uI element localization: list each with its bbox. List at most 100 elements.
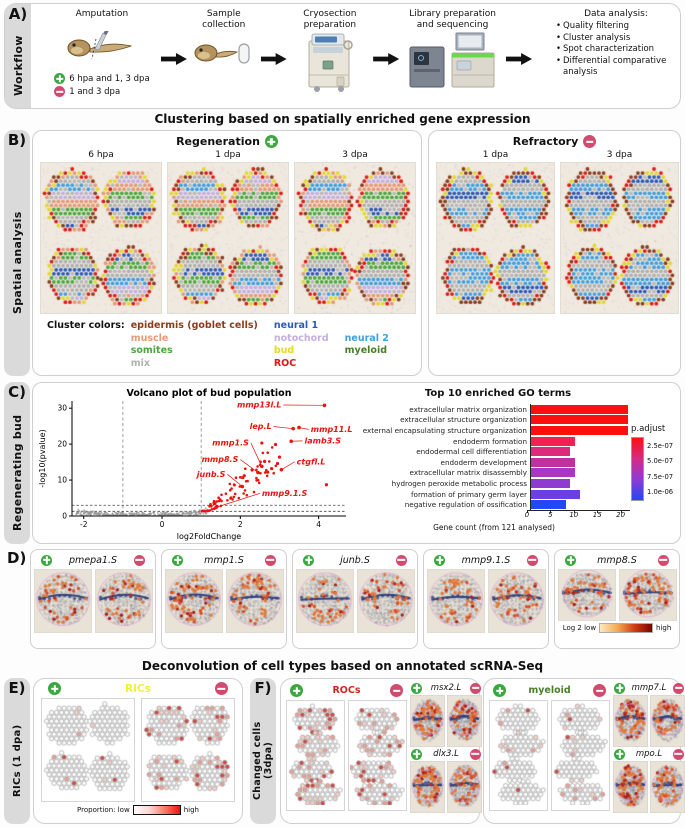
panel-b-letter: B)	[7, 131, 27, 149]
gene-block-dlx3: dlx3.L	[410, 747, 482, 813]
gene-name: mpo.L	[635, 749, 663, 759]
minus-icon	[133, 554, 145, 566]
panel-d-letter: D)	[7, 549, 27, 567]
cluster-legend-item: notochord	[273, 332, 329, 344]
plus-icon	[434, 554, 445, 566]
myeloid-header: myeloid	[489, 681, 610, 700]
panel-e-letter: E)	[8, 679, 26, 697]
go-term-row: endodermal cell differentiation	[357, 446, 631, 457]
go-chart-title: Top 10 enriched GO terms	[424, 388, 572, 399]
tissue-image-minus	[447, 695, 482, 747]
minus-icon	[214, 682, 228, 695]
panel-a-workflow: A) Workflow Amputation 6 hpa	[4, 3, 681, 109]
data-analysis-bullet-list: Quality filtering Cluster analysis Spot …	[556, 21, 676, 79]
cluster-legend-item: mix	[130, 357, 150, 369]
plus-icon	[54, 73, 66, 84]
panel-f-side-label: Changed cells (3dpa)	[252, 721, 274, 800]
go-term-row: extracellular structure organization	[357, 414, 631, 426]
go-terms-chart: Top 10 enriched GO terms extracellular ma…	[357, 388, 679, 540]
gene-card-pmepa1: pmepa1.S	[30, 549, 156, 649]
gene-name: junb.S	[340, 554, 370, 566]
section-title-deconvolution: Deconvolution of cell types based on ann…	[141, 659, 544, 673]
svg-text:-log10(pvalue): -log10(pvalue)	[38, 429, 47, 487]
arrow-right-icon	[160, 53, 187, 65]
gene-name: mmp9.1.S	[461, 554, 511, 566]
panel-c-bud-analysis: mmp13l.L lep.L mmp11.L lamb3.S mmp1.S mmp8.S j…	[32, 382, 681, 544]
plus-icon	[411, 682, 422, 694]
minus-icon	[395, 554, 407, 566]
svg-text:mmp11.L: mmp11.L	[311, 425, 353, 434]
plus-icon	[411, 748, 422, 760]
spatial-column-1dpa: 1 dpa	[167, 150, 289, 314]
gene-name: mmp8.S	[597, 554, 637, 566]
arrow-right-icon	[260, 53, 287, 65]
gene-block-header: msx2.L	[410, 681, 482, 695]
legend-regeneration-timepoints: 6 hpa and 1, 3 dpa	[54, 73, 150, 84]
svg-text:mmp13l.L: mmp13l.L	[237, 400, 281, 409]
plus-icon	[48, 682, 61, 695]
minus-icon	[469, 748, 481, 760]
regeneration-columns: 6 hpa 1 dpa 3 dpa	[33, 150, 421, 314]
myeloid-group-box: myeloid mmp7.L	[483, 678, 685, 824]
go-term-row: endoderm formation	[357, 435, 631, 447]
tissue-image-minus	[225, 569, 284, 633]
svg-text:30: 30	[57, 404, 67, 413]
regeneration-header: Regeneration	[33, 135, 421, 148]
gene-block-msx2: msx2.L	[410, 681, 482, 747]
minus-icon	[583, 135, 597, 148]
refractory-title: Refractory	[512, 135, 579, 148]
plus-icon	[264, 135, 278, 148]
svg-text:mmp9.1.S: mmp9.1.S	[262, 489, 308, 498]
bullet-item: Spot characterization	[556, 44, 676, 56]
workflow-step-sequencing: Library preparation and sequencing	[399, 9, 506, 106]
tissue-image-minus	[487, 569, 546, 633]
hex-plot-box	[348, 700, 407, 811]
go-term-bar	[531, 468, 576, 478]
log2-gradient-bar	[599, 623, 654, 633]
myeloid-title: myeloid	[528, 685, 571, 696]
bullet-item: Differential comparative analysis	[556, 56, 676, 79]
panel-a-sidebar: A) Workflow	[5, 4, 31, 108]
workflow-step-title: Data analysis:	[584, 9, 648, 19]
myeloid-hex-plot-minus	[553, 702, 608, 805]
spatial-column-6hpa: 6 hpa	[40, 150, 162, 314]
minus-icon	[672, 748, 684, 760]
column-label: 3 dpa	[606, 150, 633, 160]
gene-name: mmp7.L	[631, 683, 667, 693]
column-label: 1 dpa	[482, 150, 509, 160]
cluster-legend-item: bud	[273, 345, 295, 356]
workflow-step-sample-collection: Sample collection	[187, 9, 261, 106]
panel-e-rics: RICs Proportion: low high	[33, 678, 243, 824]
spatial-column-refr-1dpa: 1 dpa	[436, 150, 555, 314]
go-term-bar	[531, 447, 571, 457]
tissue-image-minus	[356, 569, 415, 633]
hex-plot-box	[141, 698, 235, 802]
gene-block-mpo: mpo.L	[613, 747, 685, 813]
gene-card-mmp9: mmp9.1.S	[423, 549, 549, 649]
svg-text:10: 10	[57, 476, 67, 485]
legend-text: 6 hpa and 1, 3 dpa	[69, 73, 150, 84]
plus-icon	[290, 684, 303, 697]
minus-icon	[54, 86, 66, 97]
gene-card-header: mmp8.S	[558, 552, 676, 568]
tissue-image-minus	[618, 569, 677, 621]
svg-text:-2: -2	[80, 520, 88, 529]
rocs-hex-plot-plus	[288, 702, 343, 805]
tissue-image-plus	[426, 569, 485, 633]
regeneration-title: Regeneration	[176, 135, 260, 148]
cluster-legend-item: myeloid	[344, 345, 387, 356]
svg-text:log2FoldChange: log2FoldChange	[177, 532, 242, 541]
spatial-map-regeneration-3dpa	[294, 162, 416, 314]
svg-text:lamb3.S: lamb3.S	[305, 436, 342, 445]
gene-card-header: mmp9.1.S	[427, 552, 545, 568]
cluster-legend-title: Cluster colors:	[47, 320, 125, 331]
rics-title: RICs	[125, 682, 151, 695]
gene-card-header: pmepa1.S	[34, 552, 152, 568]
go-term-bar	[531, 404, 629, 414]
plus-icon	[493, 684, 506, 697]
spatial-map-regeneration-1dpa	[167, 162, 289, 314]
svg-text:mmp8.S: mmp8.S	[202, 455, 239, 464]
plus-icon	[303, 554, 314, 566]
rocs-hex-zone: ROCs	[286, 681, 407, 821]
